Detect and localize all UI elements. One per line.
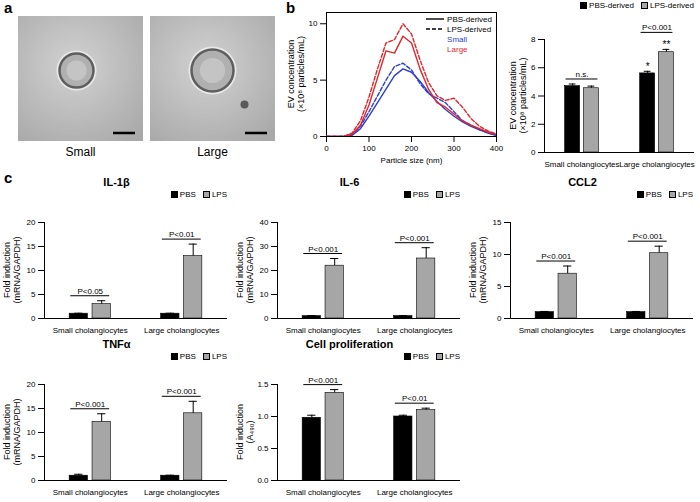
svg-text:5: 5 — [31, 452, 36, 461]
svg-text:P<0.001: P<0.001 — [642, 23, 673, 32]
svg-text:P<0.01: P<0.01 — [169, 230, 195, 239]
svg-text:Large: Large — [197, 145, 228, 159]
html-text:Cell proliferation: Cell proliferation — [305, 338, 394, 350]
svg-text:Fold induction(mRNA/GAPDH): Fold induction(mRNA/GAPDH) — [235, 236, 255, 303]
svg-text:Large cholangiocytes: Large cholangiocytes — [144, 326, 220, 335]
svg-text:P<0.001: P<0.001 — [633, 232, 664, 241]
svg-text:Fold induction(A₄₉₀): Fold induction(A₄₉₀) — [235, 404, 255, 460]
svg-text:8: 8 — [531, 35, 536, 44]
html-text:b: b — [286, 0, 296, 16]
svg-text:15: 15 — [27, 404, 36, 413]
svg-text:Small cholangiocytes: Small cholangiocytes — [519, 326, 594, 335]
svg-text:Large cholangiocytes: Large cholangiocytes — [377, 326, 453, 335]
html-text:c: c — [4, 169, 13, 186]
svg-text:P<0.001: P<0.001 — [75, 400, 106, 409]
html-text:PBS: PBS — [179, 190, 196, 199]
svg-text:100: 100 — [362, 144, 376, 153]
svg-text:4: 4 — [531, 92, 536, 101]
svg-text:200: 200 — [405, 144, 419, 153]
svg-text:*: * — [646, 61, 650, 72]
svg-text:Small cholangiocytes: Small cholangiocytes — [286, 488, 361, 497]
html-text:LPS-derived: LPS-derived — [650, 1, 694, 10]
svg-text:15: 15 — [27, 242, 36, 251]
html-text:LPS: LPS — [677, 190, 693, 199]
svg-text:15: 15 — [493, 218, 502, 227]
svg-text:Small cholangiocytes: Small cholangiocytes — [53, 488, 128, 497]
svg-text:300: 300 — [447, 144, 461, 153]
svg-text:Fold induction(mRNA/GAPDH): Fold induction(mRNA/GAPDH) — [468, 236, 488, 303]
html-text:Small: Small — [447, 35, 468, 44]
html-text:PBS-derived: PBS-derived — [589, 1, 634, 10]
svg-text:5: 5 — [497, 282, 502, 291]
svg-text:Small cholangiocytes: Small cholangiocytes — [286, 326, 361, 335]
svg-text:P<0.01: P<0.01 — [402, 394, 428, 403]
svg-text:0: 0 — [313, 132, 318, 141]
svg-text:P<0.001: P<0.001 — [308, 245, 339, 254]
svg-text:2: 2 — [531, 120, 536, 129]
svg-text:0: 0 — [497, 314, 502, 323]
svg-text:30: 30 — [260, 242, 269, 251]
svg-text:10: 10 — [27, 266, 36, 275]
svg-text:40: 40 — [260, 218, 269, 227]
svg-text:6: 6 — [531, 63, 536, 72]
svg-text:20: 20 — [260, 266, 269, 275]
html-text:PBS: PBS — [179, 352, 196, 361]
svg-text:P<0.001: P<0.001 — [400, 234, 431, 243]
svg-text:20: 20 — [27, 380, 36, 389]
svg-text:1.5: 1.5 — [257, 380, 269, 389]
svg-text:EV concentration(×10⁸ particle: EV concentration(×10⁸ particles/mL) — [286, 36, 306, 112]
svg-text:P<0.001: P<0.001 — [167, 387, 198, 396]
html-text:CCL2: CCL2 — [568, 176, 597, 188]
svg-text:Small: Small — [65, 145, 95, 159]
svg-text:Large cholangiocytes: Large cholangiocytes — [610, 326, 686, 335]
html-text:LPS: LPS — [211, 190, 227, 199]
html-text:LPS: LPS — [211, 352, 227, 361]
svg-text:5: 5 — [31, 290, 36, 299]
html-text:TNFα: TNFα — [102, 338, 131, 350]
svg-text:**: ** — [662, 39, 670, 50]
svg-text:20: 20 — [27, 218, 36, 227]
svg-text:Fold induction(mRNA/GAPDH): Fold induction(mRNA/GAPDH) — [2, 398, 22, 465]
svg-text:400: 400 — [490, 144, 504, 153]
svg-text:Large cholangiocytes: Large cholangiocytes — [619, 160, 695, 169]
svg-text:P<0.05: P<0.05 — [77, 287, 103, 296]
html-text:PBS: PBS — [412, 190, 429, 199]
svg-text:10: 10 — [27, 428, 36, 437]
svg-text:P<0.001: P<0.001 — [308, 376, 339, 385]
svg-text:0.0: 0.0 — [257, 476, 269, 485]
svg-text:Particle size (nm): Particle size (nm) — [381, 156, 443, 165]
svg-text:0: 0 — [531, 148, 536, 157]
html-text:IL-6: IL-6 — [339, 176, 360, 188]
svg-text:10: 10 — [493, 250, 502, 259]
svg-text:10: 10 — [260, 290, 269, 299]
svg-text:Fold induction(mRNA/GAPDH): Fold induction(mRNA/GAPDH) — [2, 236, 22, 303]
html-text:a: a — [4, 0, 13, 16]
svg-text:0: 0 — [31, 476, 36, 485]
html-text:PBS: PBS — [645, 190, 662, 199]
html-text:PBS-derived: PBS-derived — [447, 15, 492, 24]
html-text:LPS-derived: LPS-derived — [447, 25, 492, 34]
html-text:PBS: PBS — [412, 352, 429, 361]
html-text:Large: Large — [447, 45, 468, 54]
svg-text:Large cholangiocytes: Large cholangiocytes — [377, 488, 453, 497]
svg-text:5: 5 — [313, 76, 318, 85]
svg-text:10: 10 — [309, 19, 318, 28]
svg-text:0.5: 0.5 — [257, 444, 269, 453]
svg-text:Large cholangiocytes: Large cholangiocytes — [144, 488, 220, 497]
svg-text:EV concentration(×10⁸ particle: EV concentration(×10⁸ particles/mL) — [508, 57, 528, 133]
svg-text:n.s.: n.s. — [576, 70, 589, 79]
svg-text:0: 0 — [31, 314, 36, 323]
svg-text:1.0: 1.0 — [257, 412, 269, 421]
svg-text:P<0.001: P<0.001 — [541, 252, 572, 261]
html-text:LPS: LPS — [444, 190, 460, 199]
svg-text:Small cholangiocytes: Small cholangiocytes — [53, 326, 128, 335]
html-text:LPS: LPS — [444, 352, 460, 361]
html-text:IL-1β: IL-1β — [103, 176, 130, 188]
svg-text:0: 0 — [324, 144, 329, 153]
svg-text:0: 0 — [264, 314, 269, 323]
svg-text:Small cholangiocytes: Small cholangiocytes — [544, 160, 619, 169]
